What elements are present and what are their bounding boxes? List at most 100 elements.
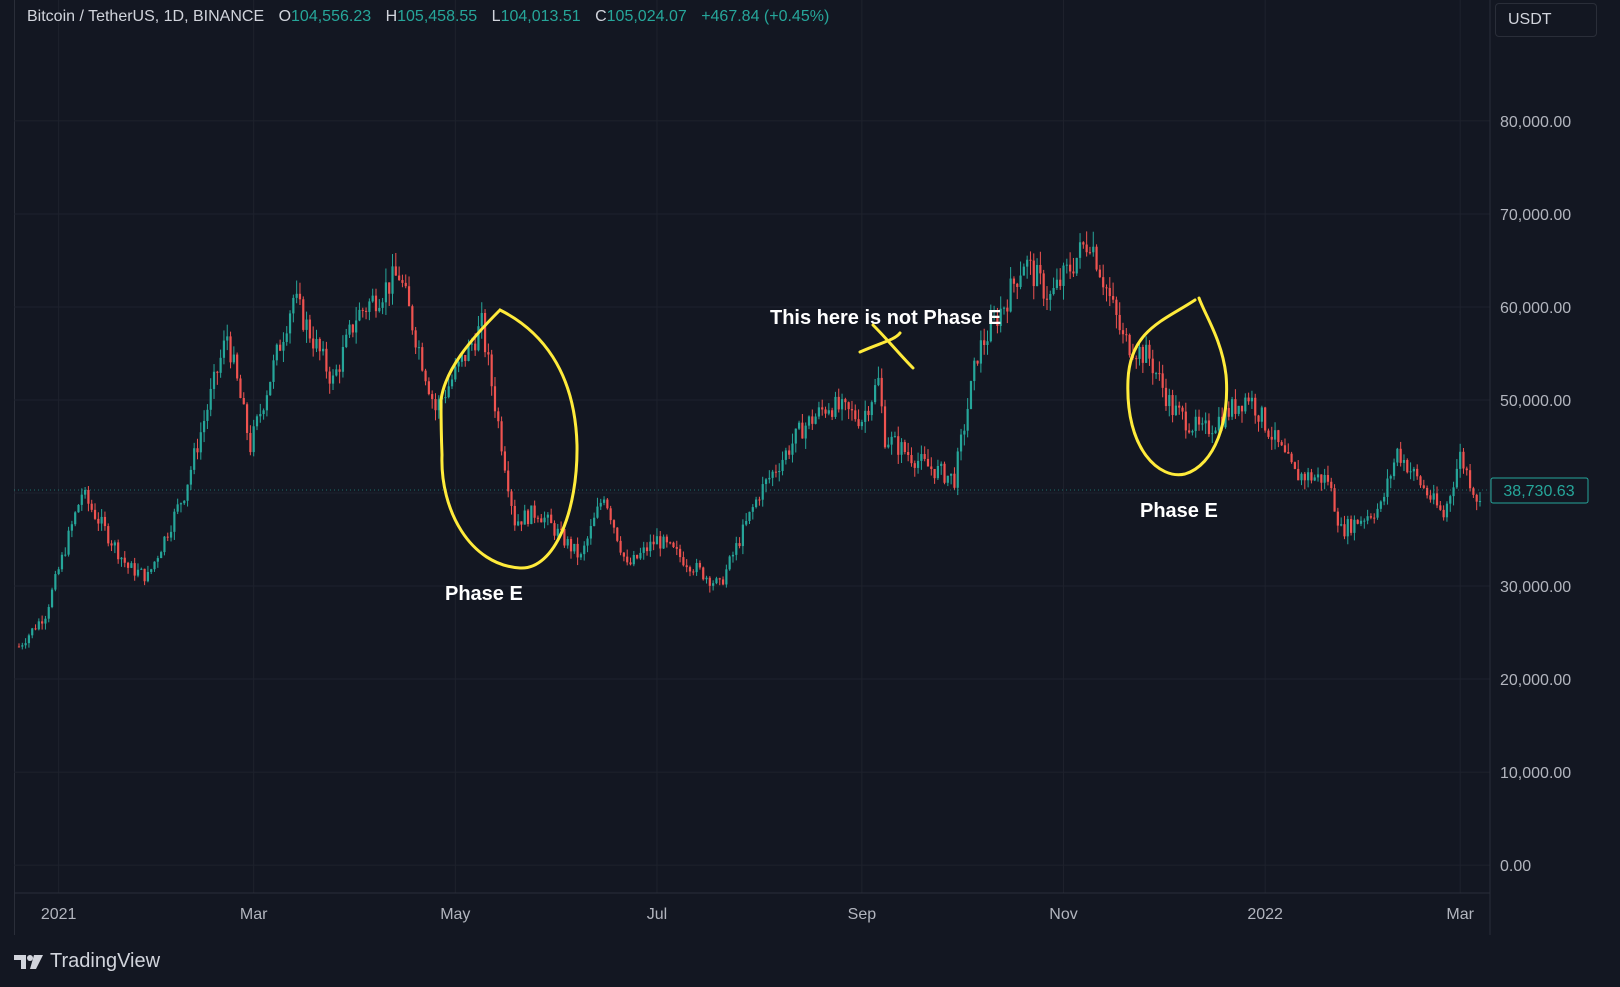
candle-body	[183, 500, 186, 504]
candle-body	[265, 395, 269, 411]
candle-body	[156, 558, 159, 562]
candle-body	[312, 338, 315, 349]
price-tick-label: 80,000.00	[1500, 114, 1571, 131]
candle-body	[973, 360, 976, 382]
candle-body	[1369, 516, 1373, 518]
candle-body	[351, 324, 354, 333]
candle-body	[100, 516, 103, 524]
candle-body	[1055, 279, 1059, 289]
candle-body	[414, 330, 417, 348]
candle-body	[1168, 395, 1171, 407]
candle-body	[751, 507, 754, 512]
candle-body	[943, 463, 946, 483]
candle-body	[1052, 288, 1055, 294]
candle-body	[705, 577, 708, 580]
candle-body	[996, 315, 999, 326]
candle-body	[983, 340, 986, 346]
candle-body	[675, 547, 678, 549]
candle-body	[788, 450, 791, 455]
candle-body	[725, 569, 728, 585]
candle-body	[966, 408, 969, 431]
candle-body	[1174, 405, 1178, 416]
candle-body	[1452, 487, 1455, 497]
candle-body	[593, 517, 596, 527]
candle-body	[953, 473, 956, 488]
annotation-label-2: This here is not Phase E	[770, 307, 1001, 329]
candle-body	[1158, 373, 1161, 375]
price-tick-label: 50,000.00	[1500, 393, 1571, 410]
candle-body	[1026, 259, 1029, 267]
time-tick-label: Mar	[240, 906, 268, 923]
candle-body	[219, 357, 222, 373]
candle-body	[331, 375, 335, 384]
last-price-value: 38,730.63	[1503, 483, 1574, 500]
tradingview-logo[interactable]: TradingView	[14, 950, 160, 973]
candle-body	[864, 410, 867, 422]
currency-button[interactable]: USDT	[1495, 3, 1597, 37]
candle-body	[523, 510, 526, 525]
candle-body	[381, 302, 384, 308]
candle-body	[1373, 517, 1376, 519]
price-tick-label: 60,000.00	[1500, 300, 1571, 317]
candle-body	[1478, 501, 1482, 503]
candle-body	[424, 370, 427, 382]
candle-body	[1062, 265, 1065, 286]
candle-body	[1323, 474, 1326, 483]
candle-body	[1211, 433, 1214, 435]
candle-body	[1141, 346, 1144, 363]
candle-body	[993, 315, 996, 318]
candle-body	[672, 542, 675, 548]
candle-body	[401, 280, 404, 283]
candle-body	[1475, 494, 1478, 502]
candle-body	[778, 471, 781, 473]
candle-body	[1148, 344, 1151, 359]
candle-body	[176, 504, 179, 512]
candle-body	[834, 396, 837, 417]
candle-body	[831, 410, 834, 417]
candle-body	[404, 282, 407, 287]
candle-body	[513, 505, 516, 526]
candle-body	[692, 571, 695, 573]
time-axis[interactable]: 2021 Mar May Jul Sep Nov 2022 Mar	[41, 906, 1475, 923]
candle-body	[236, 354, 239, 379]
candle-body	[490, 354, 493, 387]
candle-body	[398, 275, 401, 281]
candle-body	[1207, 420, 1211, 435]
candle-body	[450, 379, 454, 387]
candle-body	[1429, 495, 1432, 500]
candle-body	[325, 348, 328, 372]
candle-body	[1257, 415, 1260, 422]
candle-body	[60, 554, 64, 570]
candle-body	[252, 426, 255, 453]
candle-body	[1145, 344, 1148, 363]
candle-body	[1102, 277, 1105, 288]
candle-body	[986, 341, 989, 346]
candle-body	[179, 503, 183, 505]
candle-body	[24, 643, 27, 646]
candle-body	[969, 381, 973, 409]
candle-body	[1135, 358, 1138, 360]
annotation-cross-line-1	[858, 331, 902, 354]
candle-body	[1426, 487, 1429, 496]
time-tick-label: Nov	[1049, 906, 1077, 923]
candle-body	[163, 536, 166, 553]
candle-body	[606, 499, 609, 509]
candle-body	[120, 557, 123, 560]
candle-body	[708, 577, 711, 586]
price-axis[interactable]: 80,000.0070,000.0060,000.0050,000.0040,0…	[1500, 114, 1571, 875]
close-value: 105,024.07	[606, 8, 687, 25]
candle-body	[659, 536, 662, 549]
candle-body	[811, 416, 814, 424]
candle-body	[602, 499, 606, 503]
candle-body	[1191, 430, 1194, 433]
candle-body	[1217, 416, 1220, 431]
candle-body	[470, 343, 473, 345]
candle-body	[645, 547, 649, 552]
candle-body	[1214, 430, 1217, 434]
candle-body	[599, 502, 602, 507]
candle-body	[80, 494, 83, 505]
candle-body	[735, 543, 738, 555]
candle-body	[1108, 287, 1111, 297]
candle-body	[31, 628, 34, 636]
